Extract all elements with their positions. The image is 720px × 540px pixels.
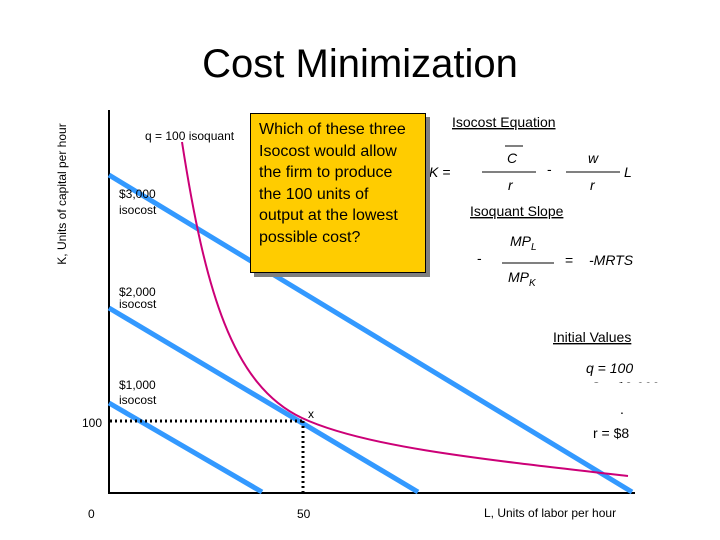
isocost-2000-sublabel: isocost [119, 297, 157, 311]
isocost-denominator-r1: r [508, 177, 514, 193]
initial-w-partial: . [620, 401, 624, 417]
initial-c-partial: C = $2,000 [590, 379, 659, 395]
page-title: Cost Minimization [202, 42, 518, 86]
isocost-3000-label: $3,000 [119, 187, 156, 201]
initial-r: r = $8 [593, 425, 629, 441]
slope-minus: - [477, 250, 482, 266]
slope-mrts: -MRTS [589, 252, 634, 268]
initial-q: q = 100 [586, 360, 633, 376]
slope-mpk-subscript: K [529, 278, 537, 289]
isoquant-curve [181, 141, 629, 477]
isocost-numerator-c: C [507, 150, 518, 166]
isocost-minus: - [547, 161, 552, 177]
isocost-3000-line [107, 172, 634, 495]
isocost-denominator-r2: r [590, 177, 596, 193]
slope-mpl: MPL [510, 233, 537, 253]
isocost-k-equals: K = [429, 164, 450, 180]
isoquant-slope-heading: Isoquant Slope [470, 203, 564, 219]
point-x-label: x [308, 407, 314, 421]
tick-y-100: 100 [82, 416, 102, 430]
isocost-2000-line [107, 305, 420, 495]
isocost-equation-heading: Isocost Equation [452, 114, 556, 130]
isoquant-label: q = 100 isoquant [145, 129, 235, 143]
slope-mpl-subscript: L [531, 242, 537, 253]
isocost-1000-line [107, 400, 264, 495]
slope-equals: = [565, 252, 573, 268]
tick-x-50: 50 [297, 507, 311, 521]
isocost-2000-label: $2,000 [119, 285, 156, 299]
isocost-l: L [624, 164, 632, 180]
slope-mpk: MPK [508, 269, 537, 289]
tick-x-origin: 0 [88, 507, 95, 521]
question-callout: Which of these three Isocost would allow… [250, 113, 426, 273]
isocost-3000-sublabel: isocost [119, 203, 157, 217]
isocost-1000-label: $1,000 [119, 378, 156, 392]
initial-values-heading: Initial Values [553, 329, 631, 345]
isocost-1000-sublabel: isocost [119, 393, 157, 407]
isocost-numerator-w: w [588, 150, 599, 166]
x-axis-label: L, Units of labor per hour [484, 506, 616, 520]
